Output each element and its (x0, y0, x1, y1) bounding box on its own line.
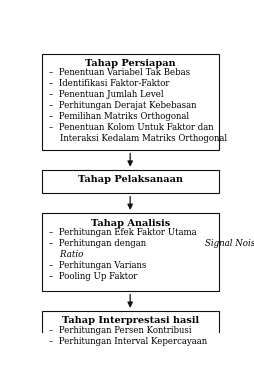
Text: Tahap Analisis: Tahap Analisis (90, 218, 170, 227)
Text: –  Penentuan Kolom Untuk Faktor dan: – Penentuan Kolom Untuk Faktor dan (50, 123, 214, 132)
Text: Ratio: Ratio (50, 249, 84, 259)
Text: Tahap Persiapan: Tahap Persiapan (85, 59, 176, 68)
Text: –  Perhitungan Derajat Kebebasan: – Perhitungan Derajat Kebebasan (50, 101, 197, 110)
Bar (42, 53, 219, 150)
Text: Signal Noise To: Signal Noise To (205, 239, 254, 248)
Text: –  Perhitungan Persen Kontribusi: – Perhitungan Persen Kontribusi (50, 326, 192, 335)
Text: –  Penentuan Variabel Tak Bebas: – Penentuan Variabel Tak Bebas (50, 68, 190, 77)
Text: Interaksi Kedalam Matriks Orthogonal: Interaksi Kedalam Matriks Orthogonal (50, 134, 228, 142)
Text: –  Perhitungan dengan: – Perhitungan dengan (50, 239, 149, 248)
Text: –  Pemilihan Matriks Orthogonal: – Pemilihan Matriks Orthogonal (50, 112, 189, 121)
Bar (42, 213, 219, 291)
Text: Tahap Pelaksanaan: Tahap Pelaksanaan (78, 175, 183, 184)
Bar (42, 311, 219, 336)
Text: –  Perhitungan Varians: – Perhitungan Varians (50, 261, 147, 270)
Bar (42, 170, 219, 193)
Text: –  Pooling Up Faktor: – Pooling Up Faktor (50, 272, 138, 280)
Text: –  Perhitungan Efek Faktor Utama: – Perhitungan Efek Faktor Utama (50, 228, 197, 237)
Text: –  Perhitungan Interval Kepercayaan: – Perhitungan Interval Kepercayaan (50, 337, 208, 346)
Text: Tahap Interprestasi hasil: Tahap Interprestasi hasil (62, 316, 199, 325)
Text: –  Identifikasi Faktor-Faktor: – Identifikasi Faktor-Faktor (50, 79, 170, 88)
Text: –  Penentuan Jumlah Level: – Penentuan Jumlah Level (50, 90, 164, 99)
